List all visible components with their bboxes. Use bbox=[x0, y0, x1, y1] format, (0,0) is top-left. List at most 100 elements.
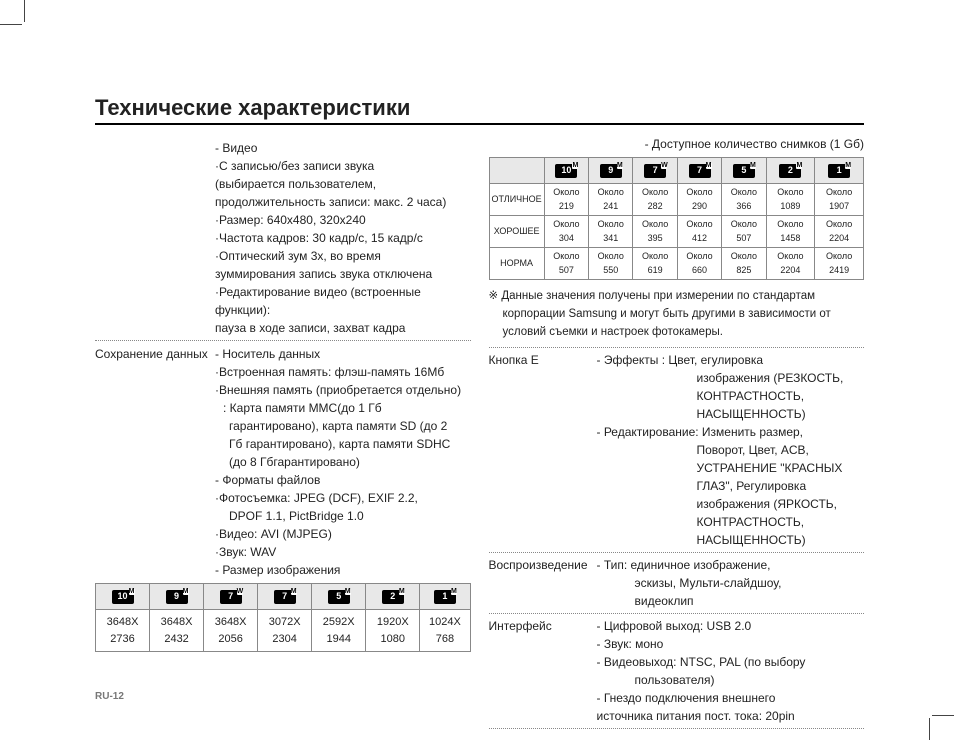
text-line: НАСЫЩЕННОСТЬ) bbox=[597, 531, 865, 549]
table-header: 7W bbox=[204, 584, 258, 610]
spec-video: - Видео·С записью/без записи звука (выби… bbox=[95, 139, 471, 337]
spec-label: Воспроизведение bbox=[489, 556, 597, 610]
text-line: ·Редактирование видео (встроенные функци… bbox=[215, 283, 471, 319]
table-cell: Около 619 bbox=[633, 248, 677, 280]
page-number: RU-12 bbox=[95, 691, 124, 702]
table-header: 5M bbox=[312, 584, 366, 610]
table-cell: Около 366 bbox=[722, 184, 766, 216]
table-cell: Около 1458 bbox=[766, 216, 815, 248]
divider bbox=[489, 728, 865, 729]
table-row: ХОРОШЕЕОколо 304Около 341Около 395Около … bbox=[489, 216, 864, 248]
text-line: ·Звук: WAV bbox=[215, 543, 471, 561]
table-cell: Около 2419 bbox=[815, 248, 864, 280]
text-line: - Размер изображения bbox=[215, 561, 471, 579]
table-cell: Около 412 bbox=[677, 216, 721, 248]
2m-icon: 2M bbox=[779, 164, 801, 178]
shots-caption: - Доступное количество снимков (1 Gб) bbox=[489, 135, 865, 153]
7m-icon: 7M bbox=[274, 590, 296, 604]
table-header: 1M bbox=[420, 584, 470, 610]
table-cell: Около 550 bbox=[589, 248, 633, 280]
1m-icon: 1M bbox=[828, 164, 850, 178]
table-header: 7M bbox=[677, 158, 721, 184]
table-cell: 3648X 2432 bbox=[150, 610, 204, 652]
table-header: 5M bbox=[722, 158, 766, 184]
text-line: - Видеовыход: NTSC, PAL (по выбору bbox=[597, 653, 865, 671]
text-line: продолжительность записи: макс. 2 часа) bbox=[215, 193, 471, 211]
5m-icon: 5M bbox=[733, 164, 755, 178]
text-line: УСТРАНЕНИЕ "КРАСНЫХ bbox=[597, 459, 865, 477]
table-cell: 2592X 1944 bbox=[312, 610, 366, 652]
table-header: 9M bbox=[150, 584, 204, 610]
table-cell: Около 219 bbox=[544, 184, 588, 216]
text-line: - Гнездо подключения внешнего bbox=[597, 689, 865, 707]
text-line: - Носитель данных bbox=[215, 345, 471, 363]
10m-icon: 10M bbox=[112, 590, 134, 604]
table-header: 9M bbox=[589, 158, 633, 184]
table-cell: Около 825 bbox=[722, 248, 766, 280]
9m-icon: 9M bbox=[600, 164, 622, 178]
divider bbox=[489, 613, 865, 614]
table-cell: Около 341 bbox=[589, 216, 633, 248]
row-header: НОРМА bbox=[489, 248, 544, 280]
table-cell: Около 241 bbox=[589, 184, 633, 216]
spec-label: Интерфейс bbox=[489, 617, 597, 725]
columns: - Видео·С записью/без записи звука (выби… bbox=[95, 135, 864, 732]
10m-icon: 10M bbox=[555, 164, 577, 178]
table-cell: Около 2204 bbox=[815, 216, 864, 248]
table-header: 7M bbox=[258, 584, 312, 610]
text-line: ·Частота кадров: 30 кадр/с, 15 кадр/с bbox=[215, 229, 471, 247]
page-title: Технические характеристики bbox=[95, 95, 864, 125]
table-row: НОРМАОколо 507Около 550Около 619Около 66… bbox=[489, 248, 864, 280]
text-line: ·Видео: AVI (MJPEG) bbox=[215, 525, 471, 543]
7w-icon: 7W bbox=[220, 590, 242, 604]
table-cell: 3648X 2056 bbox=[204, 610, 258, 652]
7m-icon: 7M bbox=[689, 164, 711, 178]
7w-icon: 7W bbox=[644, 164, 666, 178]
text-line: ·Фотосъемка: JPEG (DCF), EXIF 2.2, bbox=[215, 489, 471, 507]
divider bbox=[95, 340, 471, 341]
text-line: видеоклип bbox=[597, 592, 865, 610]
spec-value: - Эффекты : Цвет, егулировка изображения … bbox=[597, 351, 865, 549]
table-cell: Около 304 bbox=[544, 216, 588, 248]
table-header: 10M bbox=[544, 158, 588, 184]
text-line: : Карта памяти MMC(до 1 Гб bbox=[215, 399, 471, 417]
1m-icon: 1M bbox=[434, 590, 456, 604]
text-line: пользователя) bbox=[597, 671, 865, 689]
table-row: ОТЛИЧНОЕОколо 219Около 241Около 282Около… bbox=[489, 184, 864, 216]
9m-icon: 9M bbox=[166, 590, 188, 604]
text-line: зуммирования запись звука отключена bbox=[215, 265, 471, 283]
right-column: - Доступное количество снимков (1 Gб) 10… bbox=[489, 135, 865, 732]
text-line: изображения (ЯРКОСТЬ, bbox=[597, 495, 865, 513]
table-cell: Около 282 bbox=[633, 184, 677, 216]
text-line: - Эффекты : Цвет, егулировка bbox=[597, 351, 865, 369]
text-line: КОНТРАСТНОСТЬ, bbox=[597, 387, 865, 405]
text-line: ·Внешняя память (приобретается отдельно) bbox=[215, 381, 471, 399]
text-line: ГЛАЗ", Регулировка bbox=[597, 477, 865, 495]
table-cell: Около 1089 bbox=[766, 184, 815, 216]
spec-row: Воспроизведение- Тип: единичное изображе… bbox=[489, 556, 865, 610]
shots-table: 10M 9M 7W 7M 5M 2M 1M ОТЛИЧНОЕОколо 219Около 2… bbox=[489, 157, 865, 280]
text-line: DPOF 1.1, PictBridge 1.0 bbox=[215, 507, 471, 525]
table-header: 2M bbox=[366, 584, 420, 610]
table-header: 10M bbox=[96, 584, 150, 610]
text-line: - Видео bbox=[215, 139, 471, 157]
table-cell: Около 1907 bbox=[815, 184, 864, 216]
5m-icon: 5M bbox=[328, 590, 350, 604]
text-line: гарантировано), карта памяти SD (до 2 bbox=[215, 417, 471, 435]
text-line: ·С записью/без записи звука bbox=[215, 157, 471, 175]
footnote: ※ Данные значения получены при измерении… bbox=[489, 288, 865, 341]
spec-row: Интерфейс- Цифровой выход: USB 2.0- Звук… bbox=[489, 617, 865, 725]
spec-value: - Цифровой выход: USB 2.0- Звук: моно- В… bbox=[597, 617, 865, 725]
text-line: - Редактирование: Изменить размер, bbox=[597, 423, 865, 441]
2m-icon: 2M bbox=[382, 590, 404, 604]
text-line: - Цифровой выход: USB 2.0 bbox=[597, 617, 865, 635]
text-line: - Форматы файлов bbox=[215, 471, 471, 489]
table-cell: Около 507 bbox=[544, 248, 588, 280]
table-cell: 3648X 2736 bbox=[96, 610, 150, 652]
spec-row: Кнопка E- Эффекты : Цвет, егулировкаизоб… bbox=[489, 351, 865, 549]
table-header: 7W bbox=[633, 158, 677, 184]
text-line: ·Размер: 640x480, 320x240 bbox=[215, 211, 471, 229]
text-line: (выбирается пользователем, bbox=[215, 175, 471, 193]
table-header: 2M bbox=[766, 158, 815, 184]
divider bbox=[489, 552, 865, 553]
